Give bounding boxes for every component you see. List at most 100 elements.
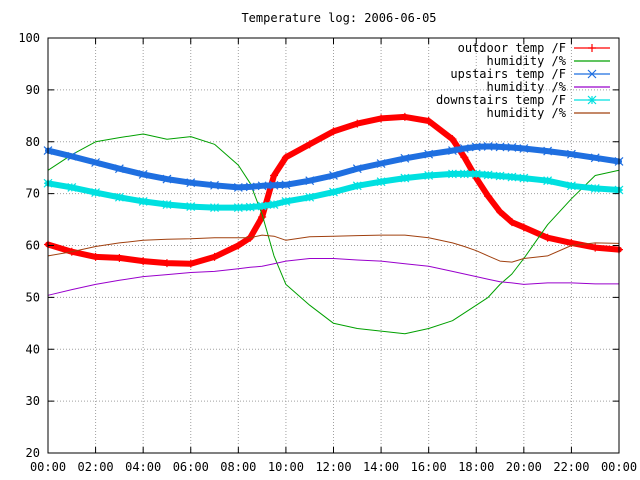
data-point [67,151,77,161]
series-line [47,133,620,335]
data-point [245,202,255,212]
data-point [507,172,517,182]
data-point [329,171,338,180]
data-point [269,180,279,190]
y-tick-label: 100 [18,31,40,45]
data-point [245,182,255,192]
data-point [400,153,410,163]
x-tick-label: 14:00 [363,460,399,474]
x-tick-label: 00:00 [30,460,66,474]
series-2 [47,133,620,335]
y-tick-label: 90 [26,83,40,97]
data-point [210,180,219,190]
data-point [519,144,529,153]
data-point [139,257,148,266]
data-point [233,203,243,213]
data-point [162,259,171,268]
legend-label: humidity /% [487,106,567,120]
x-tick-label: 20:00 [506,460,542,474]
x-tick-label: 10:00 [268,460,304,474]
series-1 [44,112,623,268]
data-point [519,223,528,232]
data-point [377,114,386,123]
legend-label: humidity /% [487,80,567,94]
data-point [114,164,124,174]
data-point [353,119,362,128]
y-tick-label: 70 [26,187,40,201]
data-point [352,164,362,174]
x-tick-label: 22:00 [553,460,589,474]
series-line [45,143,622,191]
data-point [233,182,243,192]
data-point [257,201,267,211]
legend-label: outdoor temp /F [458,41,566,55]
x-tick-label: 16:00 [411,460,447,474]
data-point [448,135,457,144]
data-point [591,243,600,252]
series-line [47,258,620,296]
data-point [519,173,529,183]
data-point [67,182,77,192]
series-6 [47,234,620,263]
data-point [210,252,219,261]
data-point [543,176,553,186]
data-point [566,149,576,159]
x-tick-label: 18:00 [458,460,494,474]
data-point [257,181,267,191]
legend-label: downstairs temp /F [436,93,566,107]
y-tick-label: 30 [26,394,40,408]
x-tick-label: 00:00 [601,460,637,474]
data-point [305,140,314,149]
data-point [281,153,290,162]
x-tick-label: 02:00 [78,460,114,474]
data-point [400,112,409,121]
y-tick-label: 80 [26,135,40,149]
data-point [400,173,410,183]
data-point [91,158,101,167]
y-tick-label: 50 [26,290,40,304]
series-4 [47,258,620,296]
data-point [114,192,124,202]
x-tick-label: 06:00 [173,460,209,474]
x-tick-label: 04:00 [125,460,161,474]
data-point [424,117,433,125]
data-point [210,203,219,213]
data-point [91,188,101,198]
plot-area [43,112,624,335]
data-point [460,153,469,162]
data-point [162,200,172,209]
data-point [543,233,552,242]
data-point [269,200,279,209]
data-point [138,170,148,179]
data-point [329,127,338,136]
data-point [483,141,493,151]
data-point [448,146,457,155]
axes: 20 30 40 50 60 70 80 90 100 00:00 02:00 04:00 06:00 0… [18,31,637,474]
data-point [566,181,576,191]
data-point [115,253,124,262]
y-tick-label: 40 [26,342,40,356]
data-point [329,187,338,197]
series-3 [43,141,624,192]
data-point [91,252,100,261]
legend-label: upstairs temp /F [450,67,566,81]
data-point [305,192,315,202]
data-point [186,259,195,268]
data-point [507,143,517,152]
data-point [471,169,481,179]
legend-label: humidity /% [487,54,567,68]
data-point [448,169,457,179]
data-point [459,144,469,153]
data-point [376,159,386,168]
data-point [281,196,291,206]
data-point [590,184,600,193]
data-point [162,174,172,184]
data-point [376,177,386,187]
data-point [234,241,243,250]
x-tick-label: 12:00 [315,460,351,474]
data-point [352,181,362,191]
data-point [495,142,505,152]
data-point [459,169,469,179]
data-point [186,202,196,212]
data-point [507,218,516,227]
